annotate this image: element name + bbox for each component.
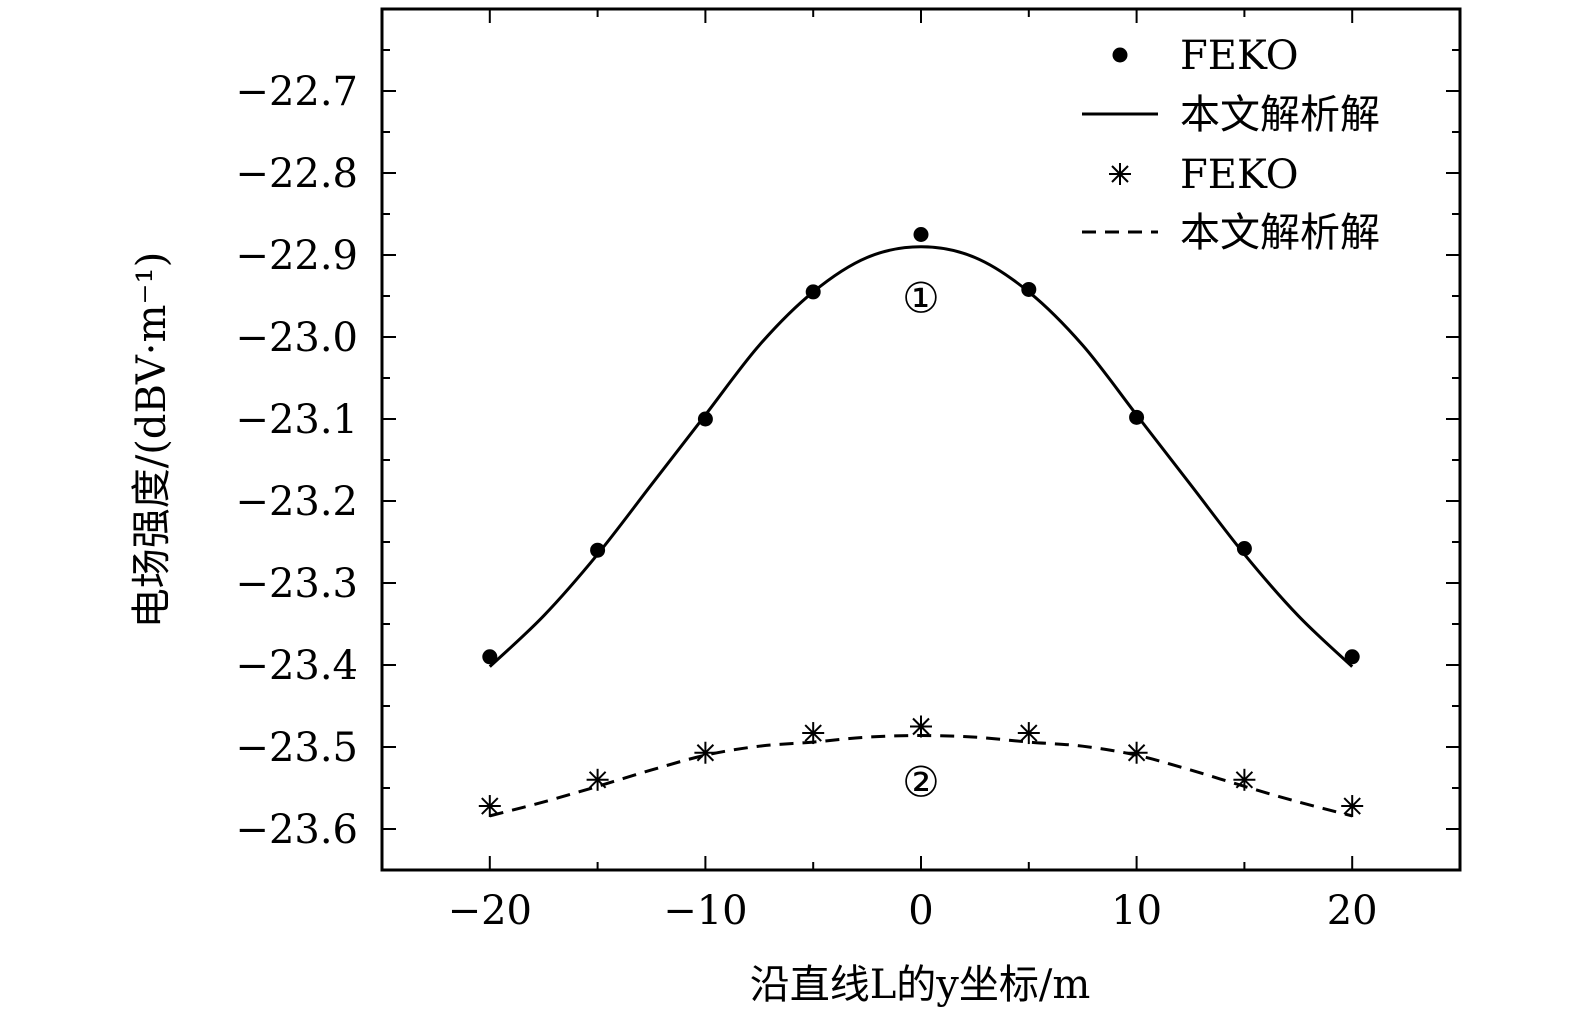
y-axis: −22.7 −22.8 −22.9 −23.0 −23.1 −23.2 −23.3 −23.4… [235, 49, 1460, 853]
legend-item: 本文解析解 [1082, 210, 1380, 256]
y-tick-label: −23.3 [235, 561, 358, 607]
solid-analytic-line [488, 245, 1354, 668]
legend-label: FEKO [1180, 152, 1299, 198]
feko-dot-point [590, 542, 606, 558]
legend-dot-swatch [1112, 47, 1128, 63]
y-tick-label: −22.7 [235, 69, 358, 115]
y-tick-label: −23.6 [235, 807, 358, 853]
y-axis-label: 电场强度/(dBV·m⁻¹) [129, 252, 175, 628]
feko-dot-point [697, 411, 713, 427]
y-tick-label: −22.8 [235, 151, 358, 197]
y-tick-label: −23.4 [235, 643, 358, 689]
plot-frame [380, 7, 1462, 872]
x-tick-label: 10 [1111, 888, 1162, 934]
x-tick-label: 20 [1327, 888, 1378, 934]
legend-label: FEKO [1180, 33, 1299, 79]
y-tick-label: −23.5 [235, 725, 358, 771]
x-tick-label: −20 [448, 888, 532, 934]
curve-annotation: ① [902, 274, 940, 323]
feko-dot-point [913, 227, 929, 242]
dashed-analytic-line [489, 734, 1353, 818]
y-tick-label: −23.1 [235, 397, 358, 443]
legend: FEKO 本文解析解 FEKO 本文解析解 [1082, 33, 1380, 256]
feko-asterisk-point [910, 715, 932, 738]
y-tick-label: −23.0 [235, 315, 358, 361]
series-layer [478, 227, 1364, 818]
annotations: ①② [902, 274, 940, 807]
x-tick-label: −10 [663, 888, 747, 934]
feko-asterisk-point [478, 795, 501, 818]
curve-annotation: ② [902, 757, 940, 806]
legend-item: FEKO [1112, 33, 1299, 79]
feko-dot-point [482, 649, 498, 665]
x-tick-label: 0 [908, 888, 933, 934]
legend-label: 本文解析解 [1180, 92, 1380, 138]
feko-asterisk-point [802, 722, 825, 745]
legend-item: 本文解析解 [1082, 92, 1380, 138]
feko-asterisk-point [1017, 722, 1040, 745]
feko-dot-point [1344, 649, 1360, 665]
legend-asterisk-swatch [1109, 163, 1131, 185]
feko-asterisk-point [1341, 795, 1364, 818]
feko-dot-point [1236, 541, 1252, 557]
y-tick-label: −22.9 [235, 233, 358, 279]
legend-label: 本文解析解 [1180, 210, 1380, 256]
legend-item: FEKO [1109, 152, 1299, 198]
x-axis-label: 沿直线L的y坐标/m [750, 962, 1091, 1008]
x-axis: −20 −10 0 10 20 [381, 9, 1461, 934]
y-tick-label: −23.2 [235, 479, 358, 525]
